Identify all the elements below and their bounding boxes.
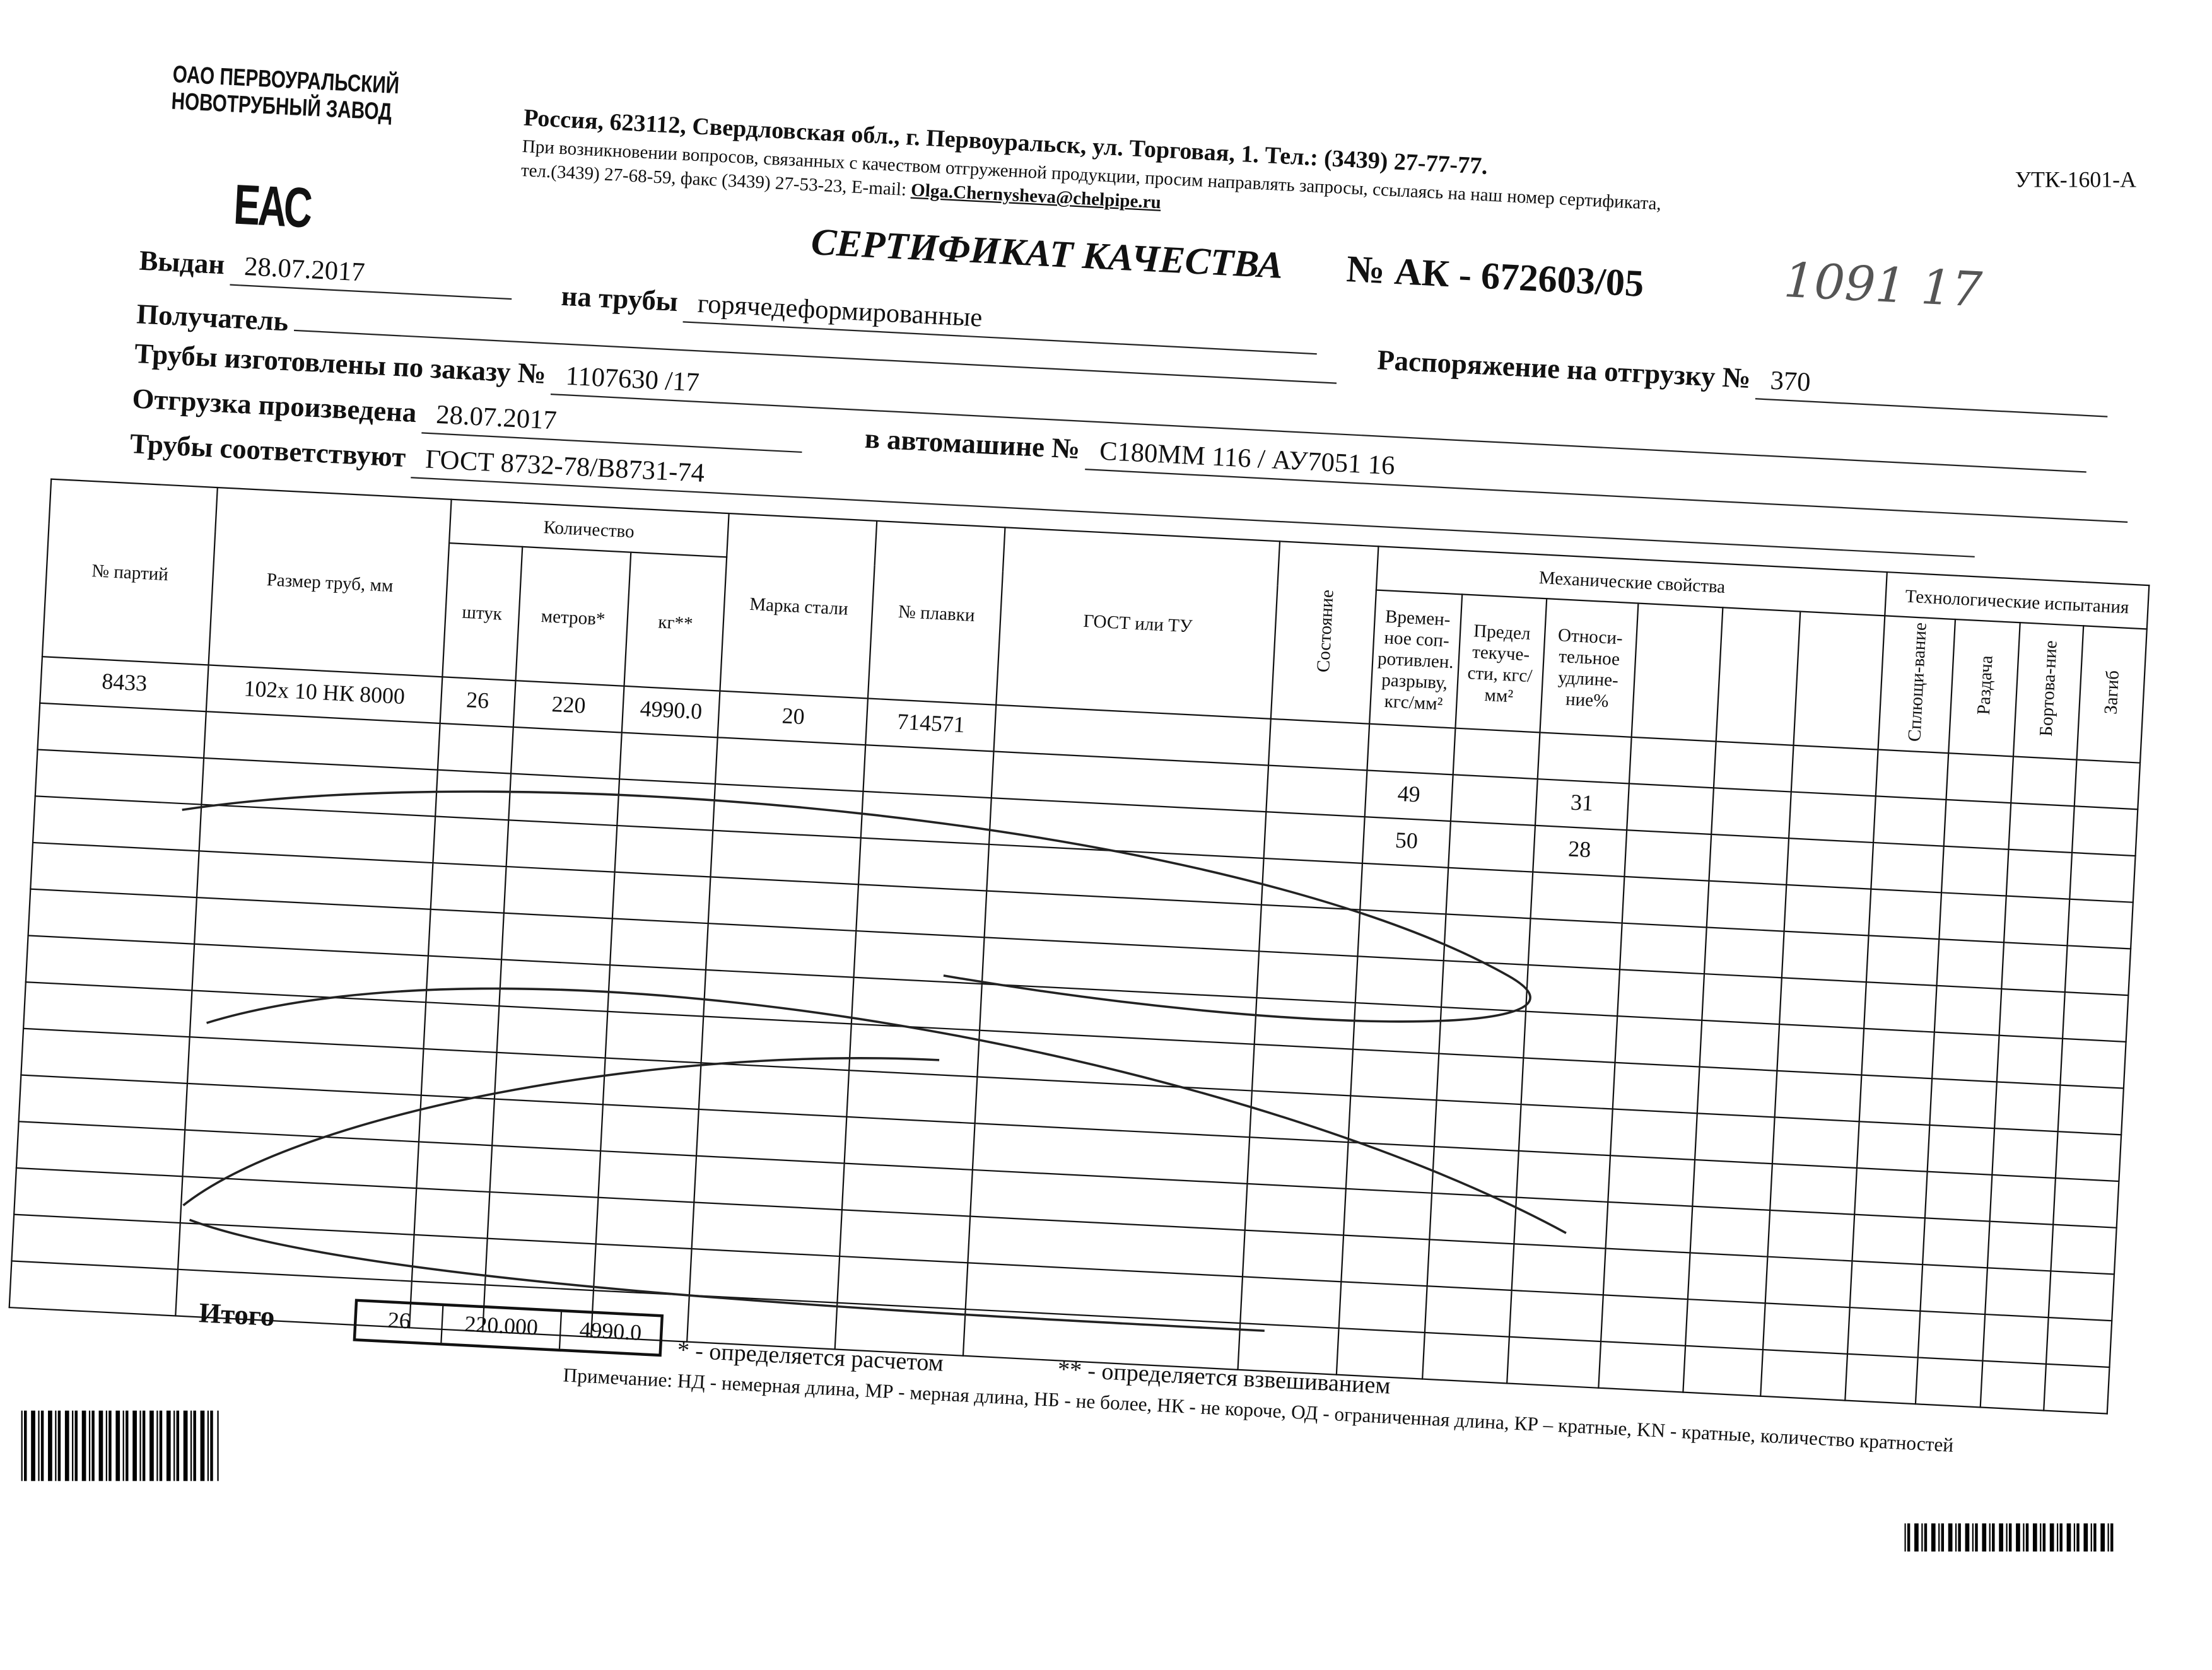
barcode-right bbox=[1904, 1523, 2114, 1552]
scanned-document: ОАО ПЕРВОУРАЛЬСКИЙ НОВОТРУБНЫЙ ЗАВОД ЕАС … bbox=[9, 61, 2150, 1552]
barcode-left bbox=[21, 1410, 219, 1481]
